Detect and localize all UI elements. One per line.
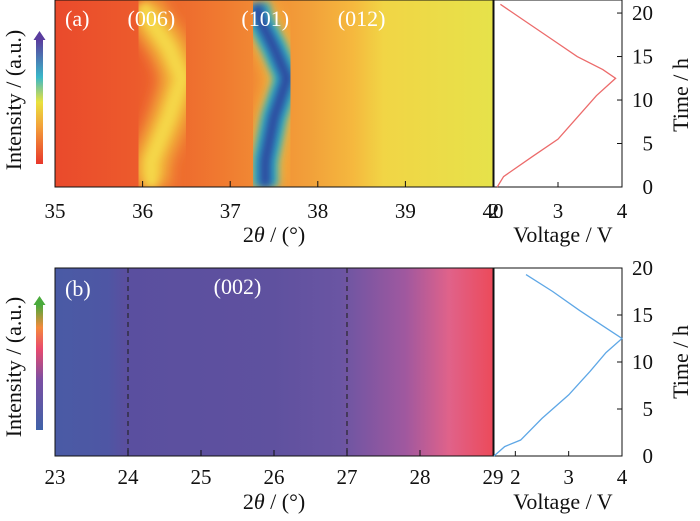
peak-label-006: (006) bbox=[128, 6, 176, 31]
x-tick-label: 39 bbox=[395, 199, 416, 223]
x-tick-label: 25 bbox=[191, 465, 212, 489]
x-tick-label: 24 bbox=[118, 465, 140, 489]
voltage-x-tick-label: 4 bbox=[617, 199, 628, 223]
voltage-x-tick-label: 2 bbox=[489, 199, 500, 223]
heatmap-a-xlabel: 2θ / (°) bbox=[243, 222, 305, 247]
x-tick-label: 23 bbox=[45, 465, 66, 489]
x-tick-label: 40 bbox=[483, 199, 504, 223]
time-y-tick-label: 10 bbox=[632, 88, 653, 112]
heatmap-a-frame bbox=[54, 0, 494, 188]
peak-101-core bbox=[250, 2, 294, 187]
voltage-x-tick-label: 2 bbox=[510, 465, 521, 489]
x-tick-label: 36 bbox=[132, 199, 153, 223]
x-tick-label: 26 bbox=[264, 465, 285, 489]
time-y-tick-label: 15 bbox=[632, 303, 653, 327]
voltage-x-tick-label: 3 bbox=[563, 465, 574, 489]
voltage-curve-a bbox=[496, 3, 617, 188]
voltage-curve-b bbox=[493, 274, 624, 457]
colorbar-b-label: Intensity / (a.u.) bbox=[1, 297, 26, 438]
x-tick-label: 38 bbox=[307, 199, 328, 223]
time-y-tick-label: 5 bbox=[643, 132, 654, 156]
colorbar-a-label: Intensity / (a.u.) bbox=[1, 30, 26, 171]
voltage-a-xlabel: Voltage / V bbox=[513, 222, 613, 247]
time-y-tick-label: 15 bbox=[632, 45, 653, 69]
colorbar-a bbox=[36, 40, 43, 164]
colorbar-a-arrow-icon bbox=[33, 31, 46, 40]
x-tick-label: 37 bbox=[220, 199, 241, 223]
peak-label-101: (101) bbox=[241, 6, 289, 31]
time-a-ylabel: Time / h bbox=[668, 58, 693, 132]
voltage-b-frame bbox=[493, 267, 623, 457]
peak-label-002: (002) bbox=[214, 274, 262, 299]
time-y-tick-label: 10 bbox=[632, 350, 653, 374]
time-y-tick-label: 5 bbox=[643, 397, 654, 421]
voltage-x-tick-label: 3 bbox=[553, 199, 564, 223]
panel-b: (b) (002) 23 24 25 26 27 28 29 2θ / (°) 2 3 4051… bbox=[1, 256, 693, 514]
colorbar-b-arrow-icon bbox=[33, 296, 46, 305]
heatmap-b-xlabel: 2θ / (°) bbox=[243, 489, 305, 514]
peak-label-012: (012) bbox=[338, 6, 386, 31]
panel-b-label: (b) bbox=[65, 276, 91, 301]
x-tick-label: 27 bbox=[337, 465, 358, 489]
time-y-tick-label: 0 bbox=[643, 444, 654, 468]
voltage-x-tick-label: 4 bbox=[617, 465, 628, 489]
x-tick-label: 35 bbox=[45, 199, 66, 223]
x-tick-label: 29 bbox=[483, 465, 504, 489]
voltage-a-frame bbox=[493, 0, 623, 188]
panel-a-label: (a) bbox=[65, 6, 89, 31]
heatmap-b bbox=[55, 268, 493, 456]
time-y-tick-label: 20 bbox=[632, 1, 653, 25]
time-y-tick-label: 20 bbox=[632, 256, 653, 280]
x-tick-label: 28 bbox=[410, 465, 431, 489]
colorbar-b bbox=[36, 305, 43, 430]
peak-006-core bbox=[137, 1, 189, 187]
time-b-ylabel: Time / h bbox=[668, 325, 693, 399]
heatmap-a bbox=[55, 0, 493, 187]
voltage-b-xlabel: Voltage / V bbox=[513, 489, 613, 514]
panel-a: (a) (006) (101) (012) 35 36 37 38 39 40 2θ / (°… bbox=[1, 0, 693, 247]
time-y-tick-label: 0 bbox=[643, 175, 654, 199]
